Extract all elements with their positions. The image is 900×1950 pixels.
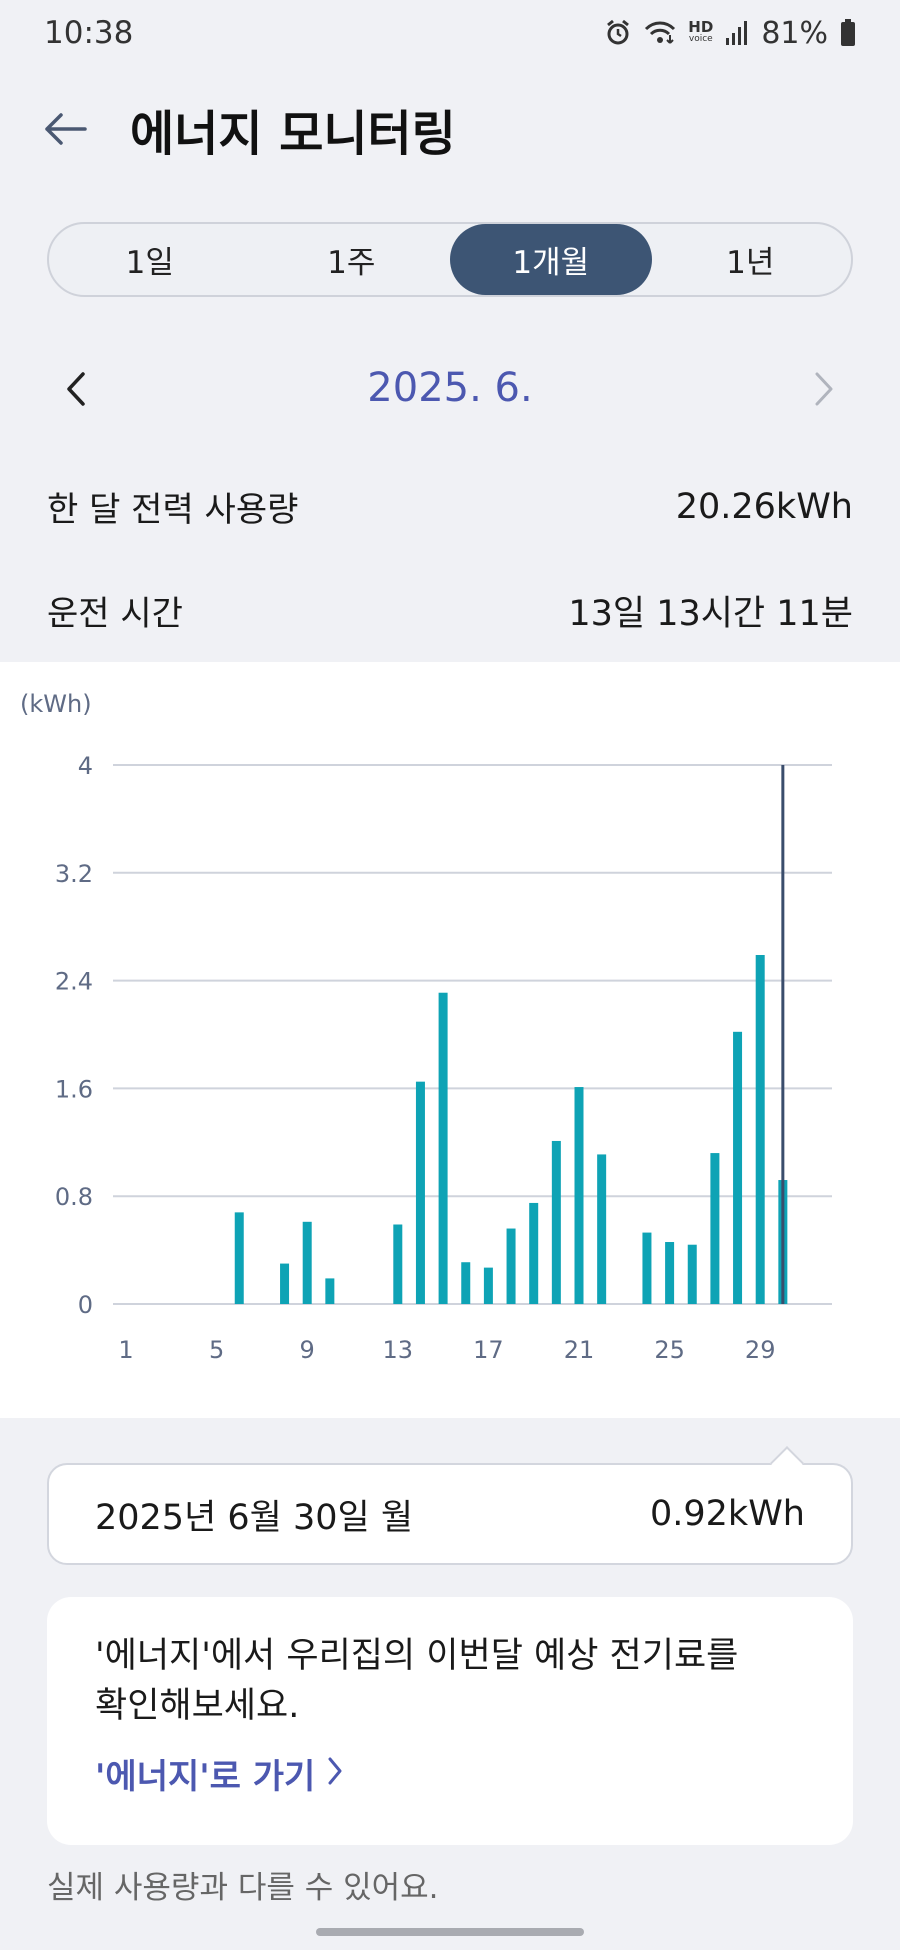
bar-day-17	[483, 1267, 493, 1304]
tab-month[interactable]: 1개월	[450, 224, 652, 295]
bar-day-14	[415, 1081, 425, 1304]
app-header: 에너지 모니터링	[0, 90, 900, 170]
y-tick-label: 0.8	[55, 1183, 93, 1211]
bar-day-10	[325, 1278, 335, 1304]
x-tick-label: 1	[118, 1336, 133, 1364]
x-tick-label: 17	[473, 1336, 504, 1364]
usage-chart-panel: (kWh) 0 0.8 1.6 2.4 3.2 4 1 5 9 13 17 21 25 29	[0, 662, 900, 1418]
monthly-usage-row: 한 달 전력 사용량 20.26kWh	[47, 482, 853, 531]
y-tick-label: 1.6	[55, 1075, 93, 1103]
bar-day-22	[597, 1154, 607, 1304]
bar-day-19	[529, 1202, 539, 1304]
bar-day-13	[393, 1224, 403, 1304]
tooltip-pointer	[770, 1446, 804, 1480]
selected-day-date: 2025년 6월 30일 월	[95, 1497, 414, 1538]
arrow-left-icon	[43, 113, 87, 149]
bar-day-25	[665, 1242, 675, 1304]
energy-promo-card: '에너지'에서 우리집의 이번달 예상 전기료를 확인해보세요. '에너지'로 …	[47, 1597, 853, 1845]
bar-day-18	[506, 1228, 516, 1304]
x-tick-label: 5	[209, 1336, 224, 1364]
bar-day-15	[438, 992, 448, 1304]
page-title: 에너지 모니터링	[130, 106, 456, 162]
back-button[interactable]	[40, 108, 90, 154]
signal-icon	[725, 20, 749, 46]
bar-day-21	[574, 1087, 584, 1304]
runtime-row: 운전 시간 13일 13시간 11분	[47, 585, 853, 636]
alarm-icon	[604, 19, 632, 47]
y-axis-label: (kWh)	[20, 690, 92, 718]
y-tick-label: 2.4	[55, 968, 93, 996]
promo-text: '에너지'에서 우리집의 이번달 예상 전기료를 확인해보세요.	[95, 1636, 739, 1726]
runtime-value: 13일 13시간 11분	[568, 594, 853, 634]
x-tick-label: 25	[654, 1336, 685, 1364]
bar-day-20	[551, 1140, 561, 1304]
promo-link-label: '에너지'로 가기	[95, 1757, 316, 1797]
disclaimer-text: 실제 사용량과 다를 수 있어요.	[47, 1870, 439, 1906]
current-month-label: 2025. 6.	[367, 365, 533, 411]
y-tick-label: 4	[78, 752, 93, 780]
period-tabs: 1일 1주 1개월 1년	[47, 222, 853, 297]
next-month-button[interactable]	[800, 367, 848, 415]
battery-percent: 81%	[761, 15, 828, 51]
tab-day[interactable]: 1일	[125, 245, 174, 281]
month-navigator: 2025. 6.	[0, 355, 900, 427]
chevron-left-icon	[66, 372, 86, 410]
bar-day-16	[461, 1262, 471, 1304]
tab-week[interactable]: 1주	[327, 245, 376, 281]
usage-bar-chart[interactable]: (kWh) 0 0.8 1.6 2.4 3.2 4 1 5 9 13 17 21 25 29	[0, 662, 900, 1418]
monthly-usage-label: 한 달 전력 사용량	[47, 490, 299, 530]
x-tick-label: 9	[300, 1336, 315, 1364]
go-to-energy-link[interactable]: '에너지'로 가기	[95, 1749, 343, 1798]
bar-day-9	[302, 1221, 312, 1304]
bar-day-8	[280, 1263, 290, 1304]
bar-day-27	[710, 1153, 720, 1304]
bar-day-6	[234, 1212, 244, 1304]
monthly-usage-value: 20.26kWh	[675, 486, 853, 527]
tab-year[interactable]: 1년	[726, 245, 775, 281]
prev-month-button[interactable]	[52, 367, 100, 415]
status-icons: HD voice 81%	[604, 16, 856, 51]
runtime-label: 운전 시간	[47, 594, 183, 634]
hd-voice-icon: HD voice	[688, 18, 714, 45]
x-tick-label: 13	[383, 1336, 414, 1364]
x-tick-label: 29	[745, 1336, 776, 1364]
status-time: 10:38	[44, 15, 134, 51]
bar-day-24	[642, 1232, 652, 1304]
y-tick-label: 3.2	[55, 860, 93, 888]
selected-day-card: 2025년 6월 30일 월 0.92kWh	[47, 1446, 853, 1565]
selected-day-value: 0.92kWh	[650, 1494, 805, 1534]
bar-day-29	[755, 954, 765, 1304]
bar-day-26	[687, 1244, 697, 1304]
home-indicator[interactable]	[316, 1928, 584, 1936]
status-bar: 10:38 HD voice 81%	[0, 0, 900, 66]
battery-icon	[840, 19, 856, 47]
bar-day-28	[733, 1031, 743, 1304]
chevron-right-icon	[327, 1754, 343, 1794]
wifi-icon	[644, 19, 676, 47]
x-tick-label: 21	[564, 1336, 595, 1364]
chevron-right-icon	[814, 372, 834, 410]
y-tick-label: 0	[78, 1291, 93, 1319]
